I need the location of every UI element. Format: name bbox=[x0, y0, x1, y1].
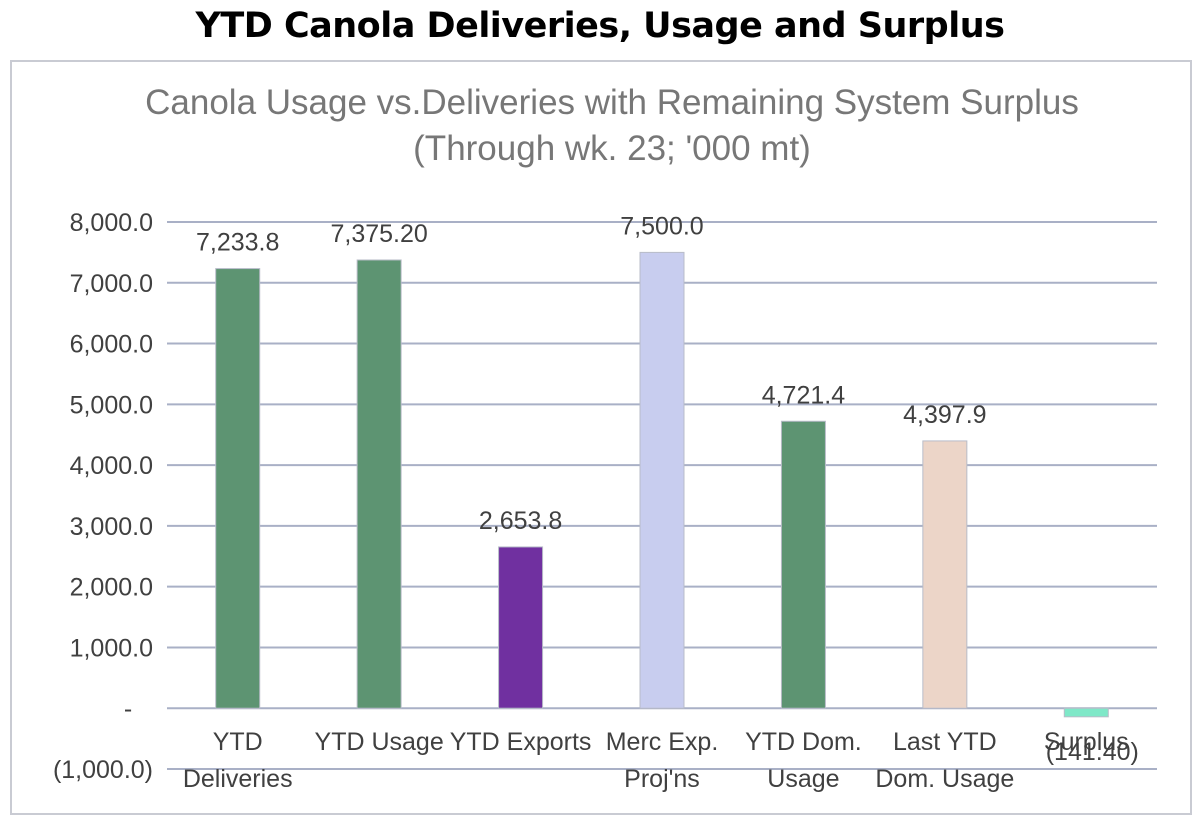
bar bbox=[922, 440, 968, 709]
category-label: YTD Exports bbox=[450, 728, 592, 756]
y-tick-label: - bbox=[124, 695, 132, 723]
y-tick-label: 8,000.0 bbox=[70, 209, 153, 237]
data-label: (141.40) bbox=[1046, 738, 1139, 766]
chart-title-line: (Through wk. 23; '000 mt) bbox=[413, 129, 811, 168]
data-label: 7,375.20 bbox=[330, 220, 427, 248]
bar bbox=[1063, 707, 1109, 718]
data-label: 7,500.0 bbox=[620, 212, 703, 240]
category-label: YTD bbox=[213, 728, 263, 756]
y-tick-label: 5,000.0 bbox=[70, 391, 153, 419]
bar bbox=[780, 420, 826, 709]
chart-title-line: Canola Usage vs.Deliveries with Remainin… bbox=[145, 83, 1079, 122]
category-label: YTD Usage bbox=[315, 728, 444, 756]
y-tick-label: 3,000.0 bbox=[70, 513, 153, 541]
y-tick-label: 4,000.0 bbox=[70, 452, 153, 480]
category-label: Last YTD bbox=[893, 728, 997, 756]
category-label: YTD Dom. bbox=[745, 728, 862, 756]
category-label: Proj'ns bbox=[624, 765, 700, 793]
data-label: 2,653.8 bbox=[479, 507, 562, 535]
y-tick-label: 2,000.0 bbox=[70, 574, 153, 602]
category-label: Merc Exp. bbox=[606, 728, 719, 756]
bar bbox=[356, 259, 402, 709]
y-tick-label: (1,000.0) bbox=[53, 756, 153, 784]
chart-area: Canola Usage vs.Deliveries with Remainin… bbox=[10, 60, 1192, 815]
y-tick-label: 1,000.0 bbox=[70, 634, 153, 662]
category-label: Surplus bbox=[1044, 728, 1129, 756]
data-label: 4,721.4 bbox=[762, 381, 846, 409]
y-tick-label: 6,000.0 bbox=[70, 331, 153, 359]
category-label: Usage bbox=[767, 765, 839, 793]
bar bbox=[215, 268, 261, 709]
y-tick-label: 7,000.0 bbox=[70, 270, 153, 298]
category-label: Deliveries bbox=[183, 765, 293, 793]
data-label: 7,233.8 bbox=[196, 229, 279, 257]
category-label: Dom. Usage bbox=[875, 765, 1014, 793]
bar bbox=[639, 251, 685, 709]
page-title: YTD Canola Deliveries, Usage and Surplus bbox=[195, 6, 1005, 46]
bar-chart: Canola Usage vs.Deliveries with Remainin… bbox=[53, 83, 1157, 793]
bar bbox=[498, 546, 544, 709]
data-label: 4,397.9 bbox=[903, 401, 986, 429]
